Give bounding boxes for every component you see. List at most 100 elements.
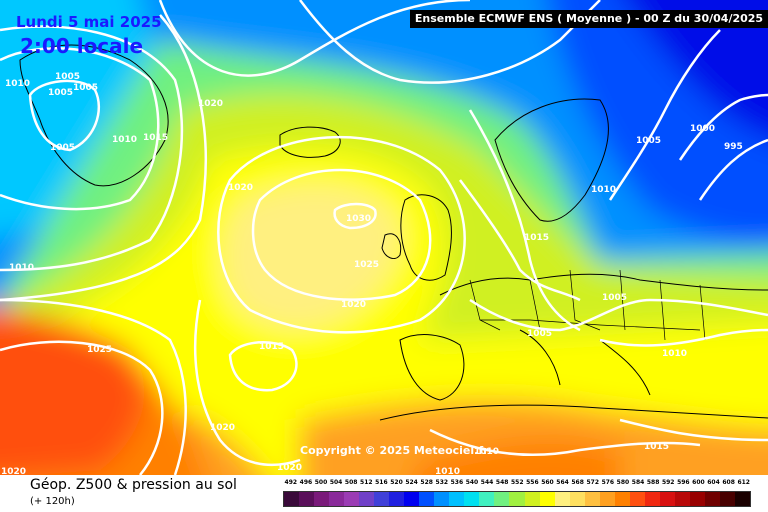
coastlines bbox=[19, 44, 768, 421]
scale-value: 576 bbox=[601, 479, 615, 486]
isobar-1000-east bbox=[678, 93, 768, 161]
isobar-1010-europe bbox=[468, 109, 581, 332]
isobar-1010-se bbox=[599, 328, 768, 347]
isobar-1005-east bbox=[608, 29, 721, 201]
scale-swatch bbox=[644, 492, 660, 506]
scale-value: 504 bbox=[329, 479, 343, 486]
isobar-label: 1005 bbox=[73, 83, 98, 93]
model-run-info: Ensemble ECMWF ENS ( Moyenne ) - 00 Z du… bbox=[410, 10, 768, 28]
scale-value: 508 bbox=[344, 479, 358, 486]
isobar-label: 1015 bbox=[143, 133, 168, 143]
scale-value: 584 bbox=[631, 479, 645, 486]
scale-swatch bbox=[434, 492, 450, 506]
forecast-date: Lundi 5 mai 2025 bbox=[16, 13, 162, 31]
isobar-1020-southwest bbox=[0, 298, 187, 475]
isobar-995-east bbox=[698, 138, 768, 201]
scale-value: 580 bbox=[616, 479, 630, 486]
isobar-1005-europe bbox=[469, 298, 768, 332]
scale-value: 492 bbox=[284, 479, 298, 486]
scale-swatch bbox=[509, 492, 525, 506]
isobar-1015-east-med bbox=[619, 418, 768, 442]
scale-swatch bbox=[629, 492, 645, 506]
isobar-label: 1025 bbox=[87, 345, 112, 355]
isobar-label: 1020 bbox=[198, 99, 223, 109]
scale-value: 500 bbox=[314, 479, 328, 486]
scale-swatch bbox=[689, 492, 705, 506]
scale-value: 540 bbox=[465, 479, 479, 486]
isobar-label: 1005 bbox=[636, 136, 661, 146]
scale-swatch bbox=[449, 492, 465, 506]
isobar-label: 1020 bbox=[341, 300, 366, 310]
scale-value: 556 bbox=[526, 479, 539, 486]
scale-value: 612 bbox=[737, 479, 750, 486]
scale-swatch bbox=[659, 492, 675, 506]
scale-swatch bbox=[389, 492, 405, 506]
scale-value: 532 bbox=[435, 479, 449, 486]
isobar-1030 bbox=[333, 202, 377, 230]
scale-swatch bbox=[299, 492, 315, 506]
isobar-1010-greenland bbox=[0, 47, 160, 211]
scale-value: 528 bbox=[420, 479, 433, 486]
isobar-1025-southwest bbox=[0, 340, 164, 475]
isobar-label: 1005 bbox=[55, 72, 80, 82]
scale-swatch bbox=[614, 492, 630, 506]
scale-value: 544 bbox=[480, 479, 494, 486]
isobar-1015-low bbox=[228, 340, 298, 392]
scale-swatch bbox=[734, 492, 750, 506]
scale-value: 600 bbox=[692, 479, 705, 486]
iceland-coast bbox=[279, 126, 341, 158]
scale-swatch bbox=[374, 492, 390, 506]
color-scale-labels: 492 496 500 504 508 512 516 520 524 528 532 536 540 5… bbox=[283, 479, 751, 489]
scale-swatch bbox=[599, 492, 615, 506]
isobar-label: 1020 bbox=[228, 183, 253, 193]
scale-swatch bbox=[329, 492, 345, 506]
scale-value: 560 bbox=[541, 479, 554, 486]
isobar-1020-south bbox=[193, 299, 301, 467]
scale-swatch bbox=[539, 492, 555, 506]
isobar-1015-ne bbox=[158, 0, 471, 77]
isobar-label: 1010 bbox=[9, 263, 34, 273]
scale-value: 496 bbox=[299, 479, 313, 486]
color-scale-bar bbox=[283, 491, 751, 507]
isobar-label: 1010 bbox=[474, 447, 499, 457]
color-scale-legend: 492 496 500 504 508 512 516 520 524 528 532 536 540 5… bbox=[283, 479, 751, 507]
scale-value: 596 bbox=[677, 479, 690, 486]
country-borders bbox=[469, 269, 706, 341]
scale-value: 512 bbox=[360, 479, 373, 486]
british-isles-coast bbox=[381, 194, 452, 281]
scale-swatch bbox=[314, 492, 330, 506]
scale-value: 564 bbox=[556, 479, 569, 486]
scale-value: 572 bbox=[586, 479, 599, 486]
scale-value: 548 bbox=[495, 479, 509, 486]
scandinavia-coast bbox=[494, 98, 609, 222]
lead-time: (+ 120h) bbox=[30, 496, 75, 507]
scale-swatch bbox=[479, 492, 495, 506]
parameter-title: Géop. Z500 & pression au sol bbox=[30, 477, 237, 493]
scale-value: 592 bbox=[661, 479, 675, 486]
isobar-label: 1005 bbox=[50, 143, 75, 153]
scale-swatch bbox=[284, 492, 300, 506]
isobar-1020-central bbox=[217, 135, 466, 334]
scale-value: 516 bbox=[375, 479, 388, 486]
isobar-label: 1005 bbox=[48, 88, 73, 98]
isobar-label: 1005 bbox=[527, 329, 552, 339]
scale-value: 524 bbox=[405, 479, 418, 486]
scale-value: 568 bbox=[571, 479, 584, 486]
isobar-label: 1010 bbox=[5, 79, 30, 89]
isobar-label: 1000 bbox=[690, 124, 715, 134]
isobar-label: 1005 bbox=[602, 293, 627, 303]
scale-swatch bbox=[419, 492, 435, 506]
isobar-label: 995 bbox=[724, 142, 743, 152]
scale-value: 552 bbox=[511, 479, 524, 486]
isobar-label: 1010 bbox=[112, 135, 137, 145]
isobar-label: 1015 bbox=[259, 342, 284, 352]
scale-swatch bbox=[359, 492, 375, 506]
isobar-1015-europe bbox=[458, 179, 581, 302]
scale-swatch bbox=[404, 492, 420, 506]
scale-swatch bbox=[524, 492, 540, 506]
isobar-label: 1015 bbox=[644, 442, 669, 452]
scale-swatch bbox=[704, 492, 720, 506]
isobar-label: 1020 bbox=[210, 423, 235, 433]
scale-swatch bbox=[584, 492, 600, 506]
